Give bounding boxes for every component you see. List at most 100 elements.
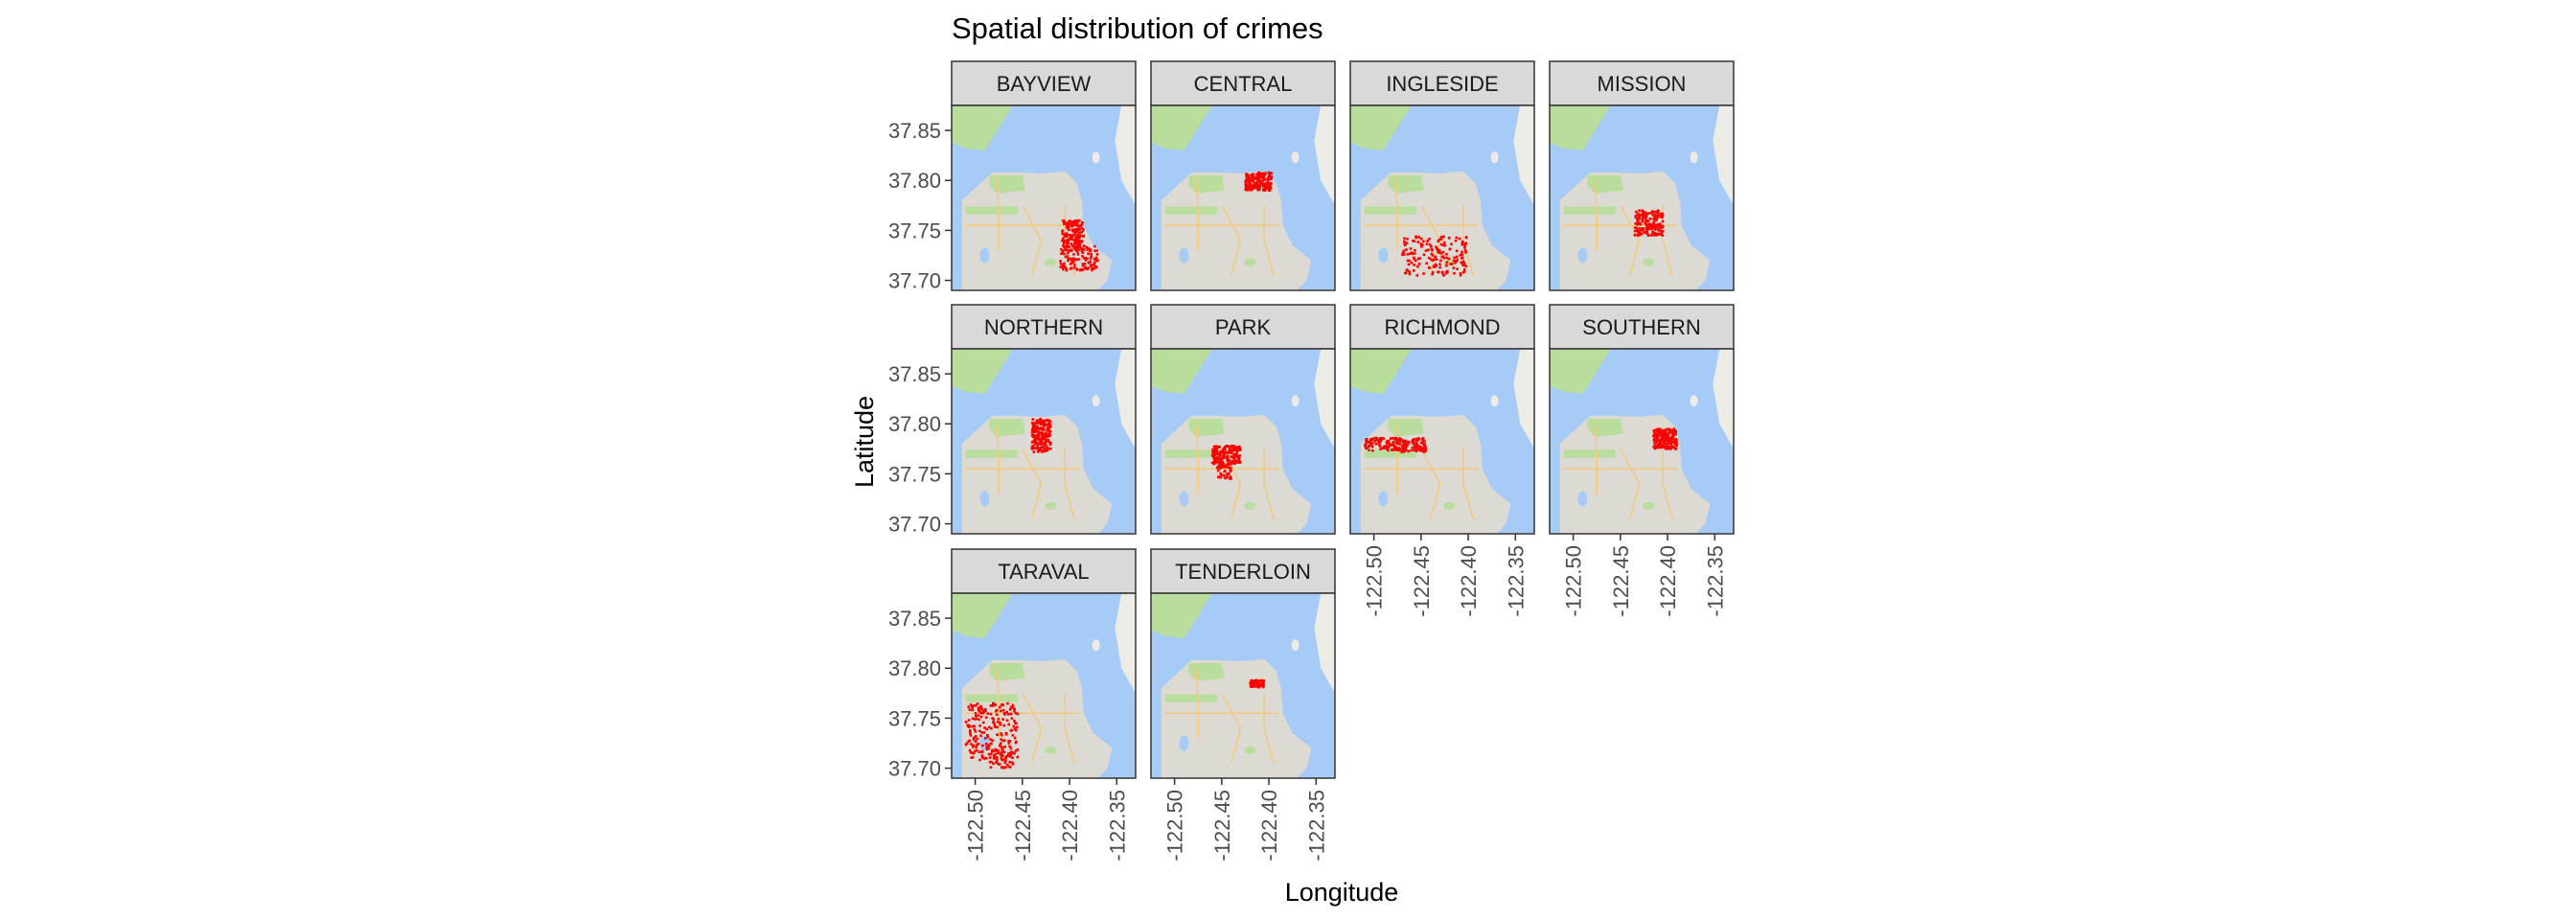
crime-point	[1211, 448, 1214, 451]
crime-point	[1218, 446, 1222, 448]
crime-point	[1658, 432, 1661, 435]
crime-point	[1663, 432, 1666, 436]
crime-point	[1392, 446, 1396, 449]
crime-point	[1245, 174, 1248, 178]
basemap	[952, 349, 1136, 534]
basemap-marin	[1151, 349, 1212, 394]
crime-point	[1244, 180, 1247, 184]
crime-point	[1249, 186, 1252, 189]
crime-point	[1067, 241, 1070, 244]
basemap-golden-gate-park	[1364, 449, 1416, 458]
y-tick-label: 37.70	[888, 757, 941, 781]
crime-point	[985, 748, 989, 751]
crime-point	[1253, 684, 1256, 688]
crime-point	[992, 762, 995, 766]
crime-point	[1011, 703, 1015, 707]
crime-point	[1664, 431, 1668, 434]
crime-point	[1226, 454, 1230, 458]
x-tick-label: -122.45	[1011, 790, 1035, 862]
crime-point	[1071, 220, 1074, 223]
crime-point	[1403, 445, 1407, 448]
crime-point	[1217, 469, 1220, 472]
crime-point	[1229, 470, 1232, 473]
crime-point	[981, 756, 984, 760]
crime-point	[1646, 234, 1650, 237]
crime-point	[1063, 222, 1066, 225]
crime-point	[1095, 249, 1099, 252]
crime-point	[1011, 761, 1014, 765]
crime-point	[1270, 172, 1274, 174]
crime-point	[1004, 759, 1007, 763]
crime-point	[1375, 439, 1379, 442]
crime-point	[1078, 225, 1081, 228]
crime-point	[1232, 454, 1236, 457]
crime-point	[981, 709, 985, 713]
crime-point	[1081, 255, 1084, 258]
x-tick-label: -122.40	[1457, 545, 1481, 617]
crime-point	[989, 712, 993, 716]
crime-point	[1636, 222, 1639, 226]
crime-point	[1044, 449, 1047, 452]
crime-point	[1661, 219, 1665, 223]
crime-point	[1078, 241, 1081, 244]
crime-point	[969, 732, 972, 735]
crime-points	[1633, 209, 1665, 237]
crime-point	[985, 727, 988, 731]
crime-point	[1009, 728, 1013, 732]
crime-point	[996, 758, 999, 762]
crime-point	[1070, 257, 1073, 261]
crime-point	[1437, 270, 1439, 274]
y-tick-label: 37.75	[888, 706, 941, 730]
crime-point	[1661, 214, 1665, 217]
crime-point	[994, 756, 997, 759]
crime-point	[1651, 234, 1654, 237]
crime-point	[997, 751, 1000, 755]
crime-point	[1435, 264, 1438, 267]
basemap-east-shore	[1513, 105, 1534, 206]
crime-point	[1047, 432, 1051, 436]
crime-point	[1219, 450, 1222, 453]
crime-point	[1654, 439, 1657, 443]
basemap-island	[1291, 151, 1300, 164]
crime-point	[1374, 442, 1378, 446]
crime-point	[1435, 258, 1438, 261]
crime-point	[1219, 457, 1222, 461]
crime-point	[1226, 466, 1229, 469]
crime-point	[1009, 751, 1013, 754]
crime-point	[1673, 438, 1676, 441]
crime-point	[1092, 266, 1096, 270]
crime-point	[1463, 249, 1467, 252]
crime-point	[1652, 439, 1656, 442]
crime-point	[1644, 231, 1646, 234]
crime-point	[1223, 452, 1227, 455]
basemap-golden-gate-park	[965, 206, 1018, 215]
basemap-mclaren-park	[1045, 501, 1057, 510]
crime-point	[1402, 450, 1406, 453]
crime-point	[1249, 682, 1253, 686]
crime-point	[1408, 272, 1412, 276]
crime-point	[1014, 741, 1018, 745]
crime-point	[1260, 683, 1264, 686]
crime-point	[1256, 188, 1259, 192]
crime-point	[1064, 240, 1068, 242]
crime-point	[1008, 760, 1012, 764]
crime-point	[1076, 253, 1080, 256]
crime-point	[975, 703, 978, 707]
crime-point	[1217, 464, 1221, 468]
crime-point	[1036, 444, 1040, 448]
crime-point	[1268, 184, 1272, 187]
crime-point	[1448, 247, 1452, 251]
crime-point	[1400, 444, 1404, 447]
crime-point	[1427, 248, 1430, 252]
crime-point	[974, 714, 978, 718]
crime-point	[1430, 245, 1433, 248]
crime-point	[978, 729, 981, 733]
crime-point	[1030, 431, 1034, 434]
crime-point	[1038, 442, 1042, 446]
crime-point	[1229, 466, 1232, 470]
crime-point	[1046, 419, 1049, 422]
crime-point	[1007, 752, 1010, 755]
basemap-marin	[1550, 349, 1611, 394]
basemap	[1151, 593, 1335, 778]
panel-border	[1349, 348, 1535, 535]
